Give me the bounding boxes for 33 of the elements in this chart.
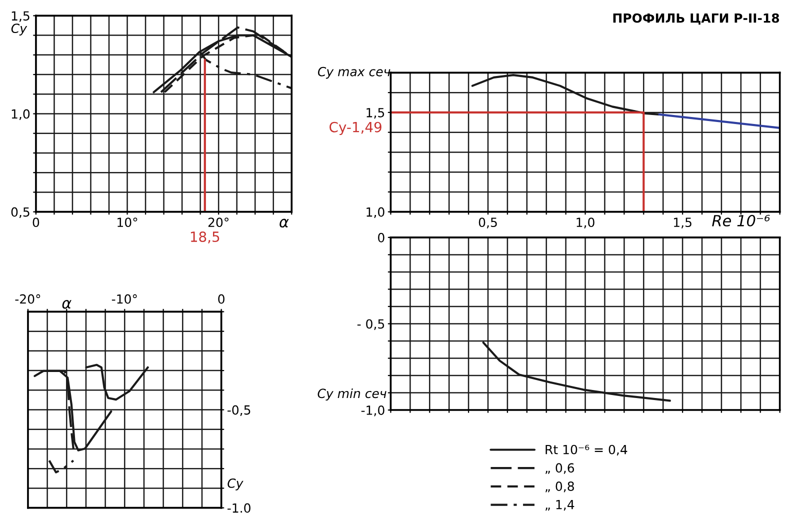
x-tick-label: 0,5: [478, 218, 497, 228]
x-axis-title: α: [280, 218, 289, 228]
y-axis-title: Cy: [11, 24, 28, 36]
y-tick-label: -1,0: [361, 406, 384, 416]
y-tick-label: 0: [378, 232, 384, 242]
y-axis-title: Cy max сеч: [318, 66, 390, 79]
chart-title: ПРОФИЛЬ ЦАГИ Р-II-18: [613, 13, 780, 25]
x-tick-label: 1,5: [674, 218, 692, 228]
x-tick-label: 20°: [208, 218, 228, 228]
x-tick-label: 0: [218, 294, 224, 304]
x-tick-label: -20°: [15, 294, 40, 304]
x-tick-label: 1,0: [576, 218, 594, 228]
annotation: 18,5: [190, 232, 220, 244]
y-axis-title: Cy min сеч: [318, 388, 386, 401]
legend-label: „ 1,4: [546, 500, 574, 511]
x-tick-label: 10°: [118, 218, 138, 228]
legend-label: „ 0,8: [546, 482, 574, 492]
x-axis-title: Re 10⁻⁶: [712, 214, 770, 226]
y-tick-label: - 0,5: [357, 319, 384, 330]
x-tick-label: -10°: [112, 294, 137, 304]
y-tick-label: 1,5: [12, 11, 30, 22]
y-tick-label: 0,5: [11, 207, 30, 218]
y-tick-label: 1,0: [366, 207, 384, 218]
y-tick-label: 1,5: [366, 108, 384, 119]
y-axis-title: Cy: [228, 478, 244, 490]
legend-label: „ 0,6: [546, 463, 574, 474]
legend-label: Rt 10⁻⁶ = 0,4: [546, 444, 628, 456]
x-axis-title: α: [62, 300, 72, 309]
y-tick-label: -1.0: [227, 503, 250, 513]
y-tick-label: 1,0: [12, 109, 30, 120]
x-tick-label: 0: [32, 218, 40, 228]
annotation: Cy-1,49: [330, 122, 382, 136]
y-tick-label: -0,5: [227, 405, 250, 416]
